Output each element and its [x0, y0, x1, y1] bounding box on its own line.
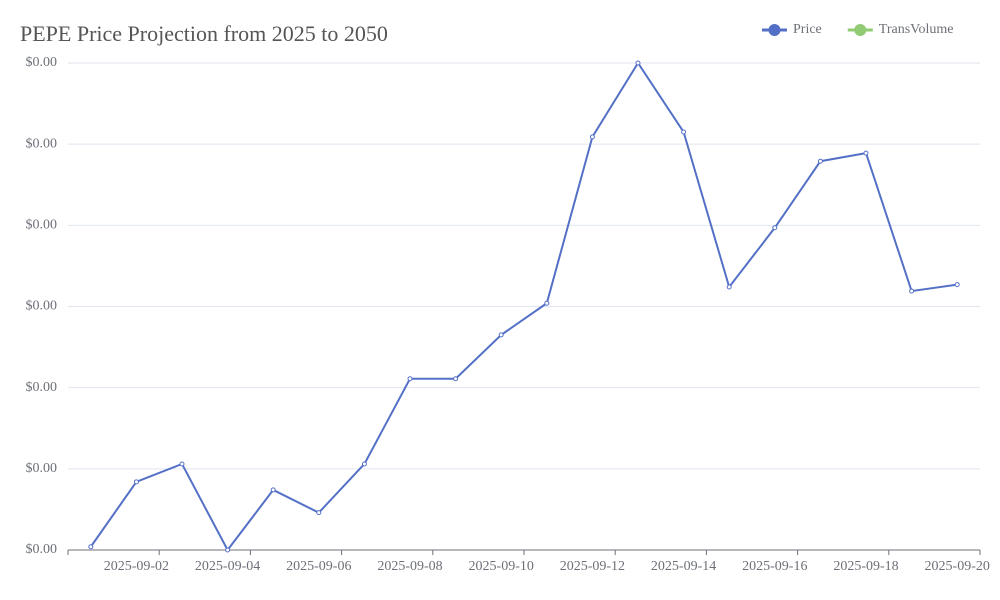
data-point	[361, 461, 367, 467]
y-tick-label: $0.00	[26, 380, 58, 395]
data-point	[498, 332, 504, 338]
y-tick-label: $0.00	[26, 299, 58, 314]
x-tick-label: 2025-09-14	[651, 559, 716, 574]
y-tick-label: $0.00	[26, 542, 58, 557]
data-point	[589, 134, 595, 140]
x-tick-label: 2025-09-18	[833, 559, 898, 574]
y-tick-label: $0.00	[26, 55, 58, 70]
legend-swatch	[768, 24, 781, 36]
x-tick-label: 2025-09-02	[104, 559, 169, 574]
y-tick-label: $0.00	[26, 136, 58, 151]
data-point	[88, 544, 94, 550]
data-point	[954, 282, 960, 288]
data-point	[772, 225, 778, 231]
legend-label[interactable]: TransVolume	[879, 22, 954, 37]
x-tick-label: 2025-09-06	[286, 559, 351, 574]
data-point	[726, 284, 732, 290]
x-tick-label: 2025-09-16	[742, 559, 807, 574]
data-point	[316, 510, 322, 516]
data-point	[453, 376, 459, 382]
data-point	[863, 150, 869, 156]
y-tick-label: $0.00	[26, 218, 58, 233]
y-tick-label: $0.00	[26, 461, 58, 476]
data-point	[635, 60, 641, 66]
data-point	[544, 300, 550, 306]
data-point	[179, 461, 185, 467]
x-tick-label: 2025-09-12	[560, 559, 625, 574]
data-point	[225, 547, 231, 553]
legend-label[interactable]: Price	[793, 22, 822, 37]
data-point	[270, 487, 276, 493]
x-tick-label: 2025-09-04	[195, 559, 260, 574]
data-point	[681, 129, 687, 135]
data-point	[133, 479, 139, 485]
legend-swatch	[854, 24, 867, 36]
data-point	[909, 288, 915, 294]
x-tick-label: 2025-09-20	[925, 559, 990, 574]
price-line	[89, 61, 958, 552]
x-tick-label: 2025-09-08	[377, 559, 442, 574]
chart-title: PEPE Price Projection from 2025 to 2050	[20, 21, 388, 46]
x-tick-label: 2025-09-10	[469, 559, 534, 574]
data-point	[817, 158, 823, 164]
data-point	[407, 376, 413, 382]
